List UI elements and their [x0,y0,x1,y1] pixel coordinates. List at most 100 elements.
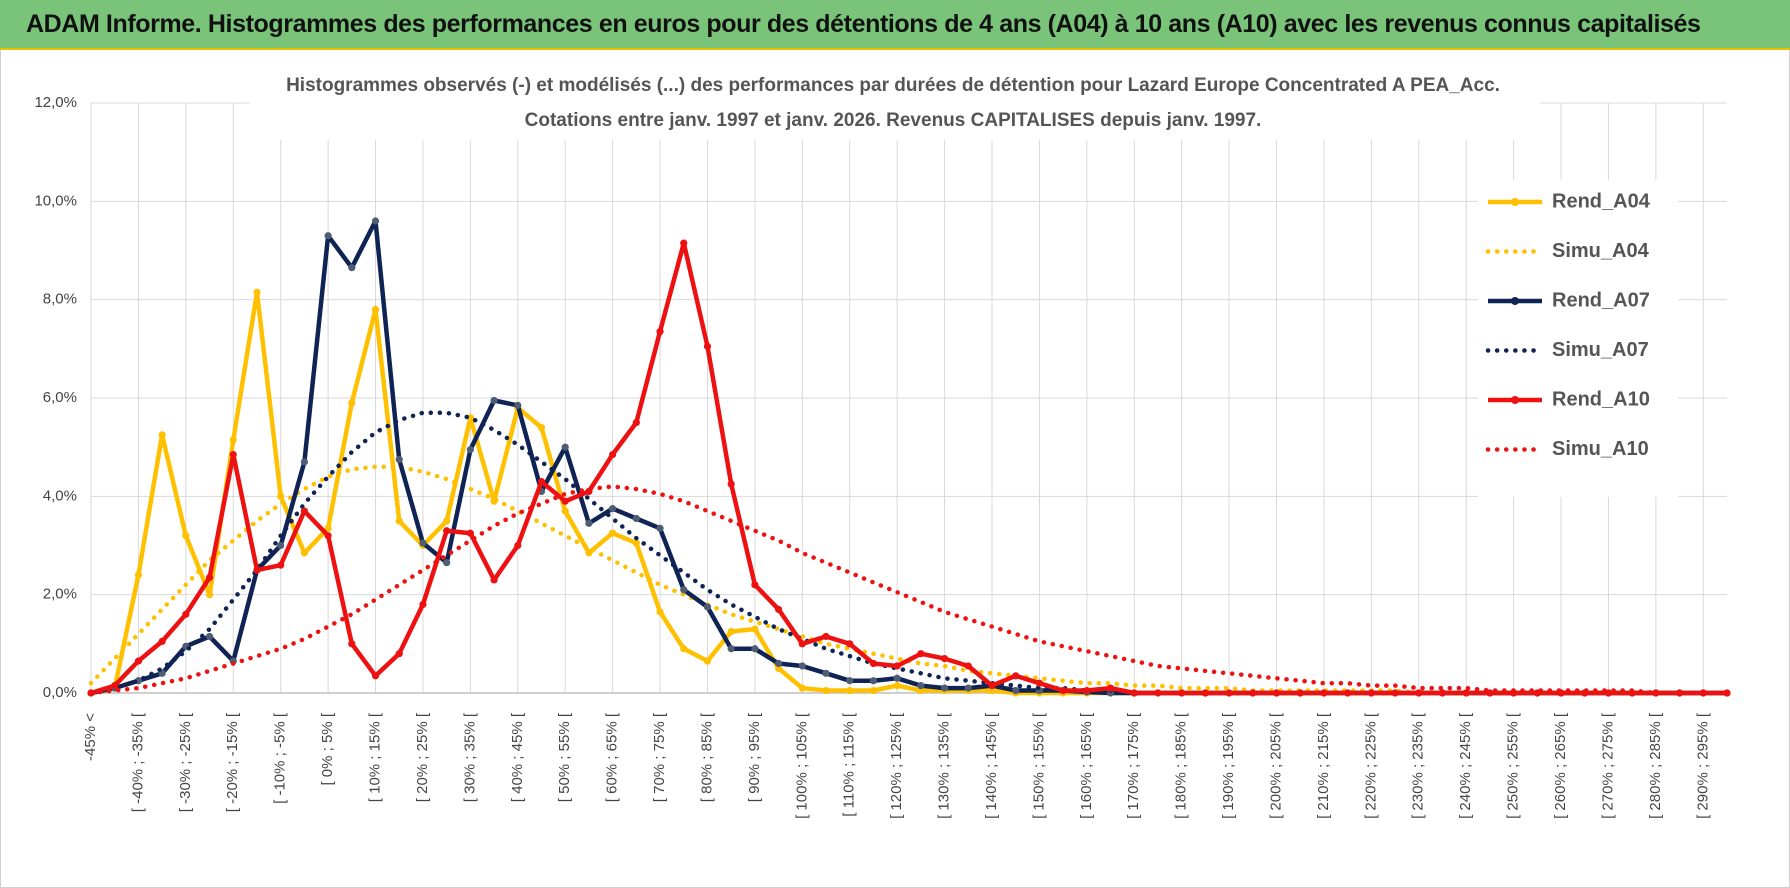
data-point [1344,689,1352,697]
x-tick-label: [ 140% ; 145% [ [983,712,1000,819]
data-point [205,632,214,641]
data-point [893,662,901,670]
data-point [561,497,569,505]
data-point [822,686,830,695]
data-point [774,659,783,668]
data-point [419,539,427,547]
data-point [158,431,166,439]
x-tick-label: [ 230% ; 235% [ [1410,712,1427,819]
data-point [182,610,190,618]
data-point [205,591,214,599]
x-tick-label: [ 270% ; 275% [ [1599,712,1616,819]
data-point [1178,689,1186,697]
y-tick-label: 4,0% [43,487,77,504]
data-point [632,539,640,547]
data-point [300,458,308,466]
chart-subtitle: Cotations entre janv. 1997 et janv. 2026… [525,110,1262,131]
chart-title: Histogrammes observés (-) et modélisés (… [286,75,1500,96]
data-point [1249,689,1257,697]
data-point [917,682,925,690]
data-point [988,682,996,690]
data-point [1059,686,1067,695]
header-title: ADAM Informe. Histogrammes des performan… [26,10,1701,38]
y-tick-label: 6,0% [43,389,77,406]
data-point [846,640,854,648]
data-point [798,662,806,670]
legend-marker [1511,396,1519,404]
data-point [1723,689,1731,697]
data-point [727,627,735,636]
data-point [846,686,854,695]
data-point [1391,689,1399,697]
x-tick-label: [ 0% ; 5% [ [319,712,336,785]
data-point [585,519,593,527]
data-point [253,288,261,296]
data-point [395,455,403,464]
x-tick-label: -45% < [82,713,99,761]
x-tick-label: [ -30% ; -25% [ [177,712,194,812]
data-point [893,674,901,682]
data-point [1225,689,1233,697]
title-background [250,70,1540,140]
x-tick-label: [ 50% ; 55% [ [556,712,573,802]
data-point [822,632,830,641]
x-tick-label: [ 240% ; 245% [ [1457,712,1474,819]
data-point [371,305,380,314]
data-point [1320,689,1328,697]
data-point [134,571,143,579]
data-point [490,396,498,405]
data-point [917,650,925,658]
data-point [940,654,949,663]
x-tick-label: [ -10% ; -5% [ [272,712,289,804]
data-point [1012,672,1020,680]
data-point [229,436,237,444]
series-line [90,240,1727,696]
data-point [632,514,640,523]
data-point [846,677,854,685]
legend-marker [1511,198,1519,206]
data-point [158,637,166,645]
data-point [253,566,261,574]
legend-background [1478,180,1678,497]
x-tick-label: [ 170% ; 175% [ [1125,712,1142,819]
data-point [964,662,972,670]
data-point [111,682,119,690]
data-point [1462,689,1470,697]
x-tick-label: [ 160% ; 165% [ [1078,712,1095,819]
y-tick-label: 0,0% [43,684,77,701]
x-tick-label: [ 90% ; 95% [ [746,712,763,802]
data-point [751,625,759,633]
data-point [277,541,285,550]
data-point [466,446,474,454]
y-tick-label: 8,0% [43,291,77,308]
data-point [1130,689,1138,697]
data-point [656,608,664,616]
x-tick-label: [ 130% ; 135% [ [936,712,953,819]
data-point [656,328,664,336]
data-point [940,684,949,692]
data-point [324,532,332,540]
data-point [703,657,712,665]
data-point [869,686,878,695]
data-point [822,669,830,677]
data-point [443,559,451,567]
x-tick-label: [ 220% ; 225% [ [1362,712,1379,819]
data-point [680,645,688,653]
data-point [964,684,972,692]
data-point [1201,689,1209,697]
x-tick-label: [ -40% ; -35% [ [129,712,146,812]
data-point [1438,689,1447,697]
data-point [1296,689,1304,697]
x-tick-label: [ 70% ; 75% [ [651,712,668,802]
x-tick-label: [ 280% ; 285% [ [1647,712,1664,819]
data-point [1154,689,1162,697]
data-point [395,650,403,658]
y-tick-label: 10,0% [34,192,77,209]
legend-label: Simu_A07 [1552,339,1649,361]
data-point [490,576,498,584]
x-tick-label: [ 150% ; 155% [ [1030,712,1047,819]
x-tick-label: [ 190% ; 195% [ [1220,712,1237,819]
x-tick-label: [ 120% ; 125% [ [888,712,905,819]
legend-label: Simu_A04 [1552,240,1650,262]
data-point [609,529,617,537]
